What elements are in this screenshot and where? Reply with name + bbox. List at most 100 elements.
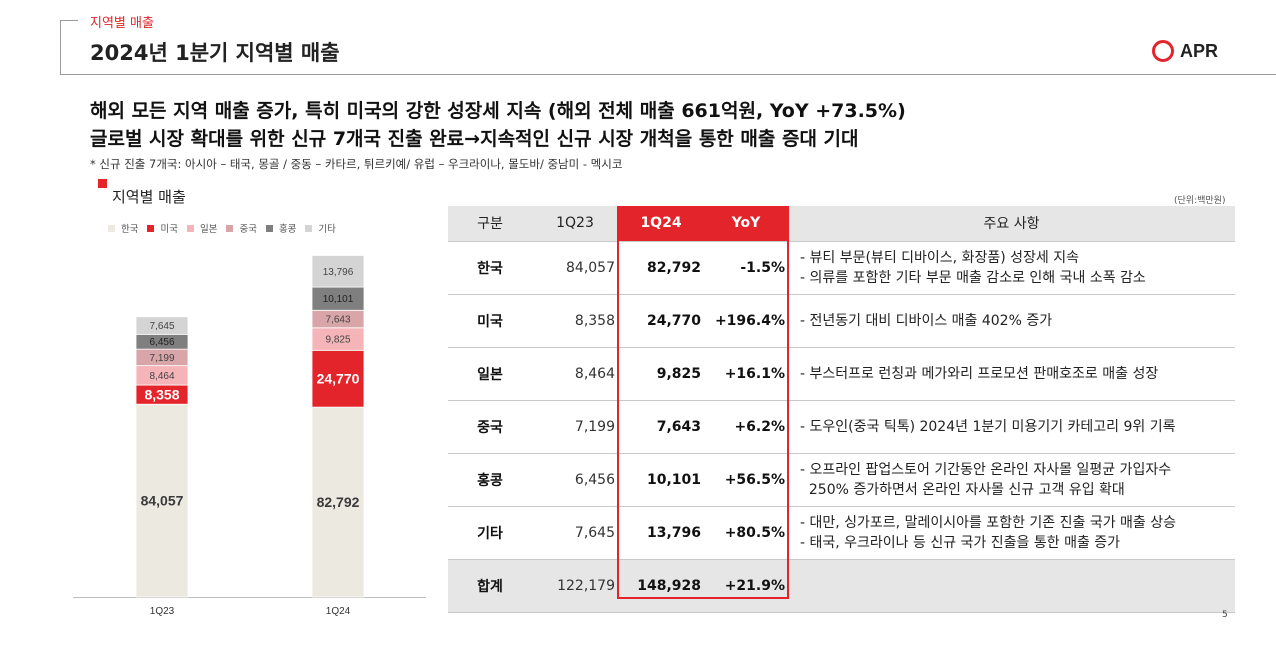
regional-sales-table: 구분 1Q23 1Q24 YoY 주요 사항 한국 84,057 82,792 … (448, 206, 1235, 613)
bar-value-label: 7,199 (149, 353, 174, 364)
header-yoy: YoY (704, 206, 788, 242)
bar-value-label: 13,796 (323, 267, 354, 278)
chart-section-title: 지역별 매출 (112, 188, 186, 206)
footnote: * 신규 진출 7개국: 아시아 – 태국, 몽골 / 중동 – 카타르, 튀르… (90, 157, 623, 171)
cell-notes (788, 559, 1235, 613)
legend-swatch (226, 224, 234, 232)
note-line: - 뷰티 부문(뷰티 디바이스, 화장품) 성장세 지속 (800, 249, 1079, 266)
cell-1q23: 7,199 (532, 400, 618, 454)
header-notes: 주요 사항 (788, 206, 1235, 242)
cell-yoy: +80.5% (704, 506, 788, 560)
cell-1q23: 84,057 (532, 241, 618, 295)
page-number: 5 (1222, 610, 1228, 620)
legend-item: 기타 (305, 221, 336, 235)
cell-1q24: 82,792 (618, 241, 704, 295)
bar-value-label: 9,825 (325, 335, 350, 346)
section-label: 지역별 매출 (90, 16, 154, 31)
cell-notes: - 부스터프로 런칭과 메가와리 프로모션 판매호조로 매출 성장 (788, 347, 1235, 401)
cell-1q24: 24,770 (618, 294, 704, 348)
cell-notes: - 대만, 싱가포르, 말레이시아를 포함한 기존 진출 국가 매출 상승 - … (788, 506, 1235, 560)
header-divider (60, 74, 1276, 75)
cell-notes: - 도우인(중국 틱톡) 2024년 1분기 미용기기 카테고리 9위 기록 (788, 400, 1235, 454)
cell-region: 합계 (448, 559, 532, 613)
cell-1q24: 9,825 (618, 347, 704, 401)
legend-item: 일본 (186, 221, 218, 235)
headline-1: 해외 모든 지역 매출 증가, 특히 미국의 강한 성장세 지속 (해외 전체 … (90, 100, 906, 122)
chart-legend: 한국 미국 일본 중국 홍콩 기타 (108, 221, 345, 235)
bar-segment-기타 (135, 316, 189, 335)
bar-value-label: 84,057 (141, 493, 184, 509)
bar-segment-미국 (311, 349, 365, 408)
cell-region: 기타 (448, 506, 532, 560)
legend-swatch (108, 224, 115, 232)
bar-segment-한국 (135, 403, 189, 598)
cell-yoy: +6.2% (704, 400, 788, 454)
bar-segment-기타 (311, 255, 365, 288)
cell-notes: - 오프라인 팝업스토어 기간동안 온라인 자사몰 일평균 가입자수 250% … (788, 453, 1235, 507)
note-line: - 태국, 우크라이나 등 신규 국가 진출을 통한 매출 증가 (800, 534, 1121, 551)
table-row: 홍콩 6,456 10,101 +56.5% - 오프라인 팝업스토어 기간동안… (448, 453, 1235, 507)
x-tick-label: 1Q24 (326, 606, 351, 617)
cell-1q23: 122,179 (532, 559, 618, 613)
cell-1q24: 7,643 (618, 400, 704, 454)
page-title: 2024년 1분기 지역별 매출 (90, 41, 340, 65)
company-logo: APR (1152, 40, 1218, 62)
legend-swatch (305, 224, 313, 232)
table-total-row: 합계 122,179 148,928 +21.9% (448, 559, 1235, 613)
legend-swatch (186, 224, 194, 232)
cell-region: 일본 (448, 347, 532, 401)
cell-yoy: +56.5% (704, 453, 788, 507)
cell-1q24: 148,928 (618, 559, 704, 613)
legend-label: 미국 (160, 224, 178, 235)
logo-text: APR (1180, 40, 1219, 61)
legend-label: 홍콩 (278, 224, 297, 235)
cell-1q23: 8,358 (532, 294, 618, 348)
legend-label: 중국 (239, 224, 257, 235)
header-left-rule (60, 20, 61, 75)
table-row: 기타 7,645 13,796 +80.5% - 대만, 싱가포르, 말레이시아… (448, 506, 1235, 560)
logo-ring-icon (1152, 40, 1174, 62)
legend-label: 일본 (199, 224, 218, 235)
note-line: - 부스터프로 런칭과 메가와리 프로모션 판매호조로 매출 성장 (800, 365, 1159, 382)
note-line: - 의류를 포함한 기타 부문 매출 감소로 인해 국내 소폭 감소 (800, 269, 1146, 286)
table-row: 미국 8,358 24,770 +196.4% - 전년동기 대비 디바이스 매… (448, 294, 1235, 348)
bar-segment-한국 (311, 406, 365, 598)
bar-value-label: 7,643 (325, 315, 350, 326)
legend-item: 중국 (226, 221, 257, 235)
stacked-bar-chart: 84,057 8,358 8,464 7,199 6,456 7,645 1Q23 82,79… (73, 255, 426, 617)
bar-value-label: 82,792 (317, 494, 360, 510)
note-line: - 전년동기 대비 디바이스 매출 402% 증가 (800, 312, 1053, 329)
legend-label: 기타 (318, 224, 336, 235)
legend-item: 홍콩 (265, 221, 297, 235)
cell-region: 미국 (448, 294, 532, 348)
chart-section-marker (98, 179, 107, 188)
header-1q23: 1Q23 (532, 206, 618, 242)
cell-1q23: 8,464 (532, 347, 618, 401)
headline-2: 글로벌 시장 확대를 위한 신규 7개국 진출 완료→지속적인 신규 시장 개척… (90, 128, 859, 150)
legend-label: 한국 (121, 224, 139, 235)
cell-1q24: 10,101 (618, 453, 704, 507)
cell-yoy: +21.9% (704, 559, 788, 613)
cell-1q23: 7,645 (532, 506, 618, 560)
legend-swatch (265, 224, 273, 232)
legend-item: 미국 (147, 221, 178, 235)
table-row: 일본 8,464 9,825 +16.1% - 부스터프로 런칭과 메가와리 프… (448, 347, 1235, 401)
cell-region: 중국 (448, 400, 532, 454)
legend-item: 한국 (108, 221, 138, 235)
cell-notes: - 전년동기 대비 디바이스 매출 402% 증가 (788, 294, 1235, 348)
table-header-row: 구분 1Q23 1Q24 YoY 주요 사항 (448, 206, 1235, 242)
header-region: 구분 (448, 206, 532, 242)
bar-value-label: 8,464 (149, 371, 174, 382)
note-line: 250% 증가하면서 온라인 자사몰 신규 고객 유입 확대 (800, 481, 1125, 498)
legend-swatch (147, 224, 155, 232)
header-1q24: 1Q24 (618, 206, 704, 242)
bar-value-label: 7,645 (149, 321, 174, 332)
unit-note: (단위:백만원) (1174, 196, 1226, 206)
cell-region: 홍콩 (448, 453, 532, 507)
cell-yoy: +16.1% (704, 347, 788, 401)
table-row: 중국 7,199 7,643 +6.2% - 도우인(중국 틱톡) 2024년 … (448, 400, 1235, 454)
note-line: - 도우인(중국 틱톡) 2024년 1분기 미용기기 카테고리 9위 기록 (800, 418, 1176, 435)
table-row: 한국 84,057 82,792 -1.5% - 뷰티 부문(뷰티 디바이스, … (448, 241, 1235, 295)
cell-1q24: 13,796 (618, 506, 704, 560)
cell-1q23: 6,456 (532, 453, 618, 507)
